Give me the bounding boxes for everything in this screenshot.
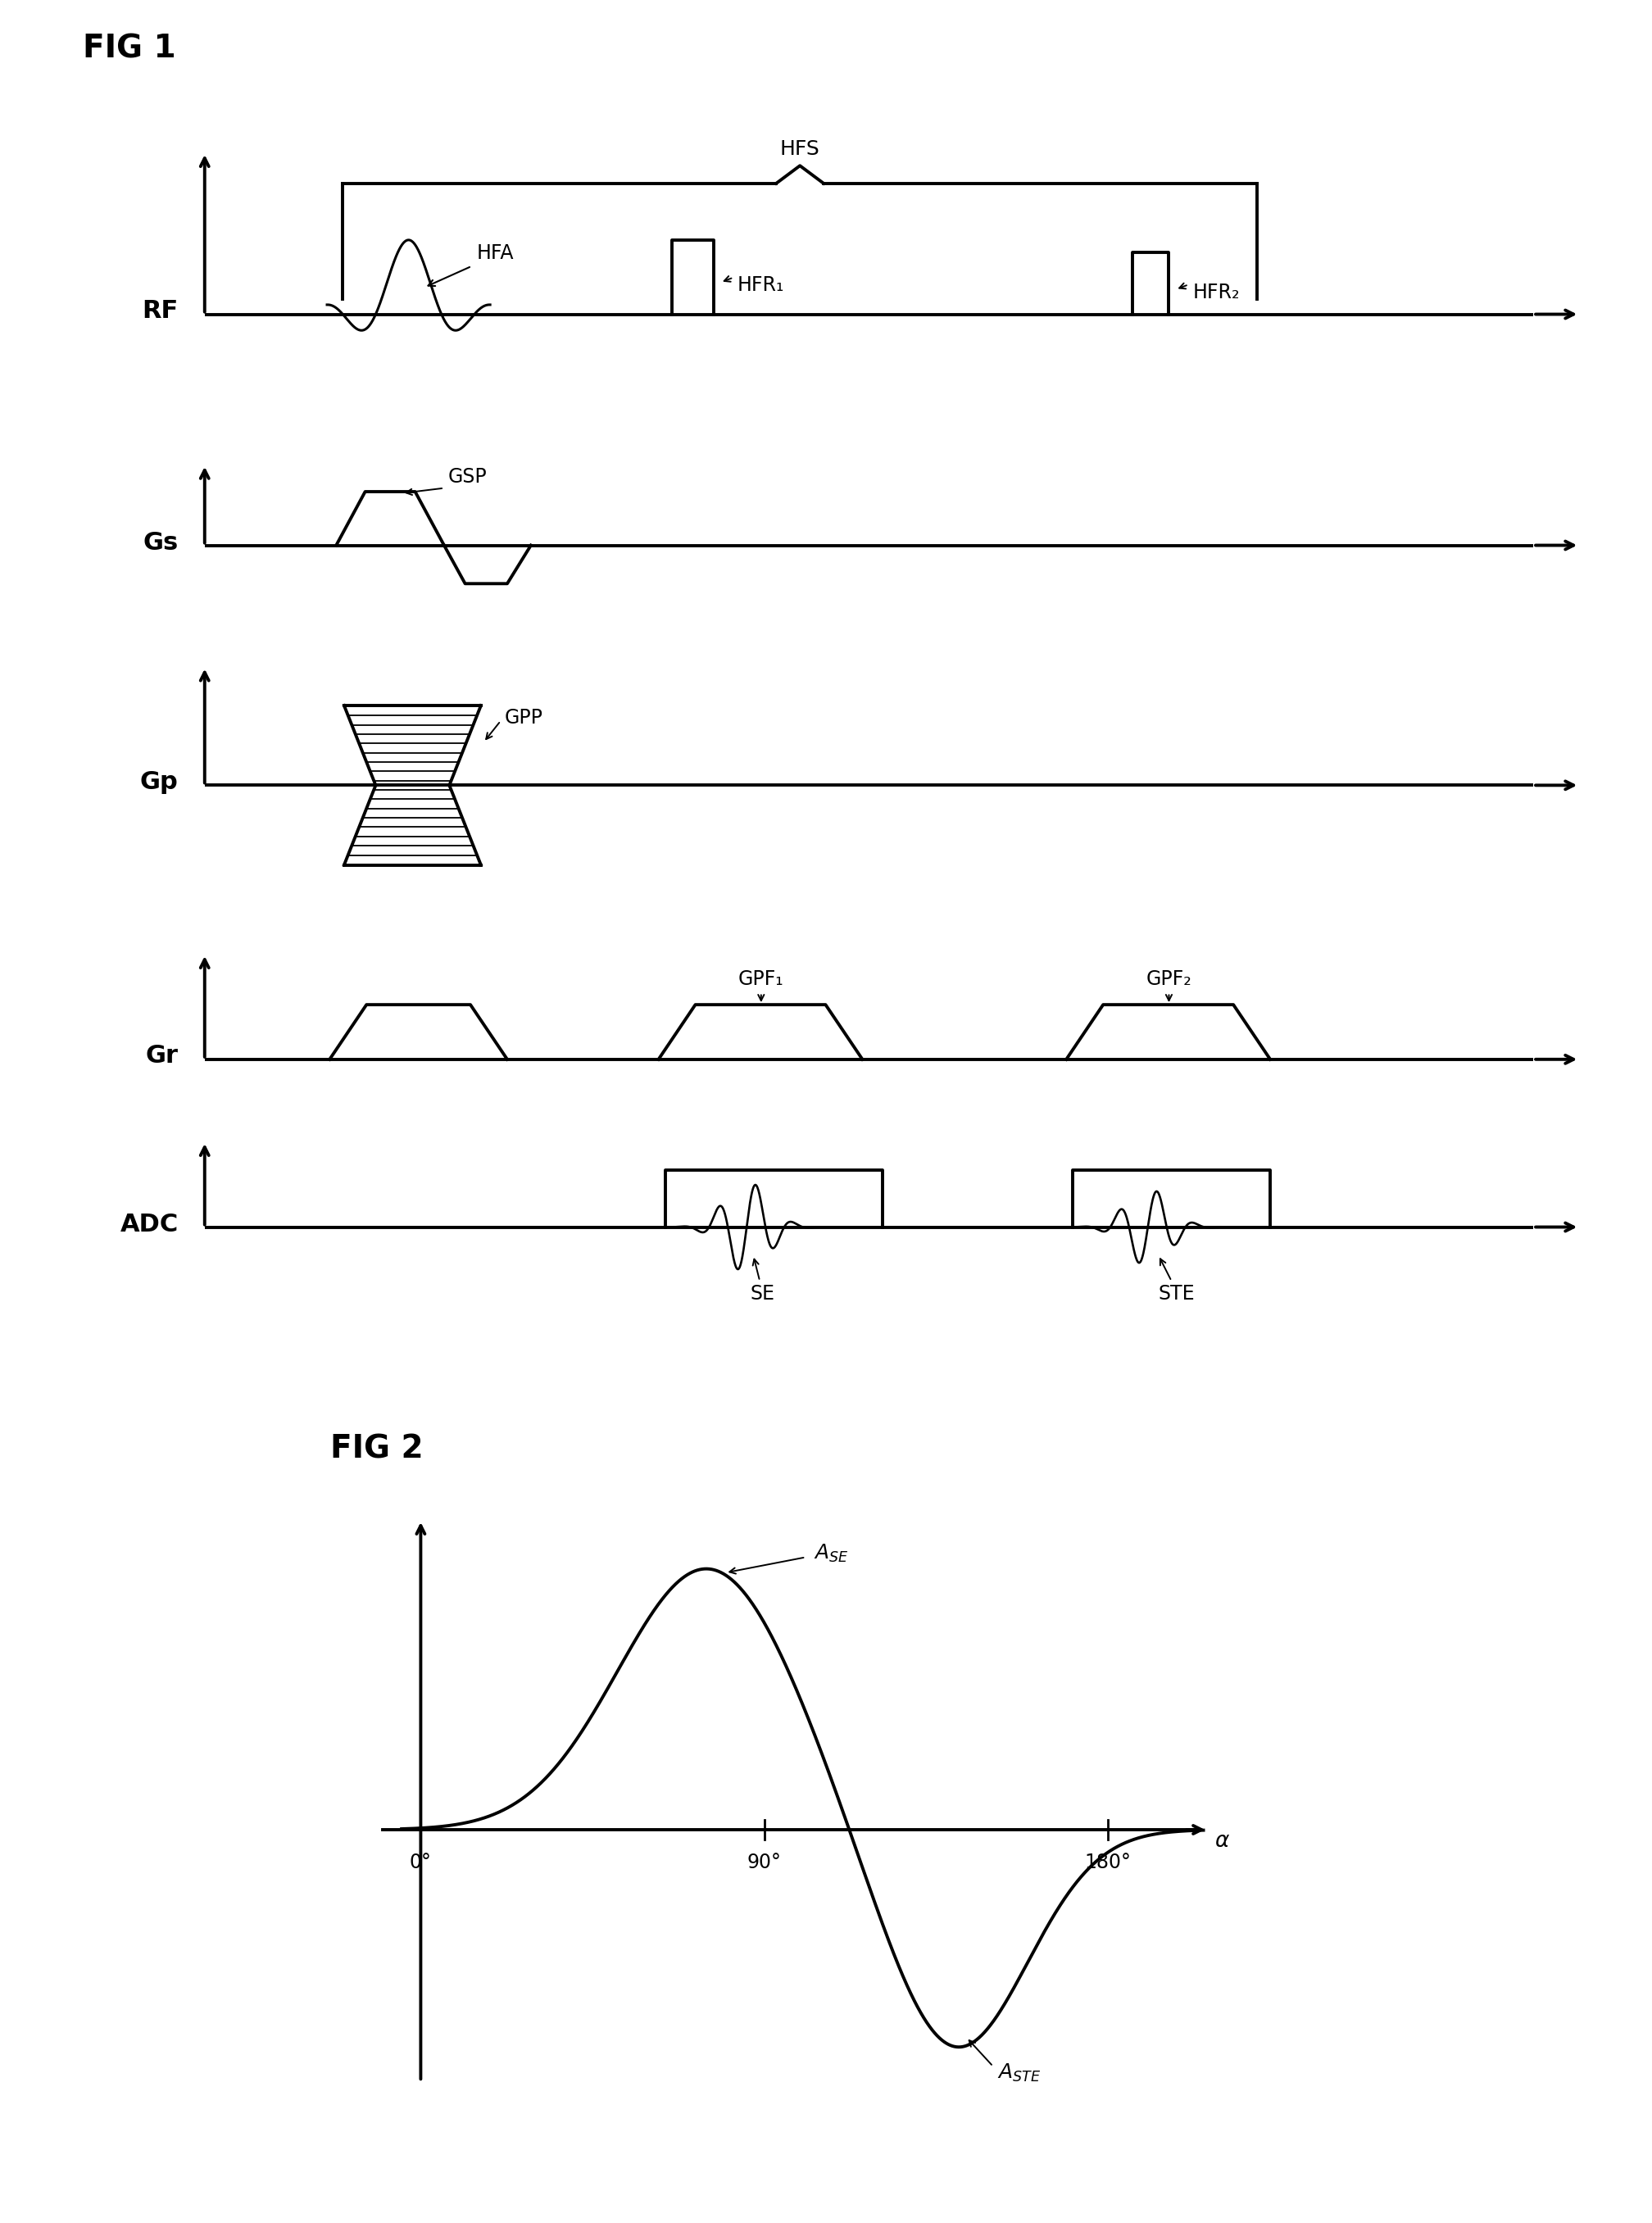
Text: GPF₁: GPF₁ <box>738 969 785 989</box>
Text: Gr: Gr <box>145 1045 178 1067</box>
Text: 0°: 0° <box>410 1854 431 1872</box>
Text: $A_{STE}$: $A_{STE}$ <box>996 2063 1041 2083</box>
Text: Gs: Gs <box>144 531 178 554</box>
Text: HFR₁: HFR₁ <box>737 276 785 296</box>
Text: α: α <box>1214 1830 1229 1852</box>
Text: GPF₂: GPF₂ <box>1146 969 1191 989</box>
Text: $A_{SE}$: $A_{SE}$ <box>813 1543 847 1565</box>
Text: GPP: GPP <box>504 707 544 727</box>
Text: HFS: HFS <box>780 140 819 158</box>
Text: HFR₂: HFR₂ <box>1193 282 1239 302</box>
Text: Gp: Gp <box>140 771 178 794</box>
Text: 180°: 180° <box>1085 1854 1132 1872</box>
Text: RF: RF <box>142 298 178 322</box>
Text: STE: STE <box>1158 1285 1194 1303</box>
Text: FIG 1: FIG 1 <box>83 33 175 64</box>
Text: ADC: ADC <box>121 1212 178 1236</box>
Text: GSP: GSP <box>448 467 487 487</box>
Text: 90°: 90° <box>747 1854 781 1872</box>
Text: SE: SE <box>750 1285 775 1303</box>
Text: FIG 2: FIG 2 <box>330 1434 423 1465</box>
Text: HFA: HFA <box>477 245 514 262</box>
